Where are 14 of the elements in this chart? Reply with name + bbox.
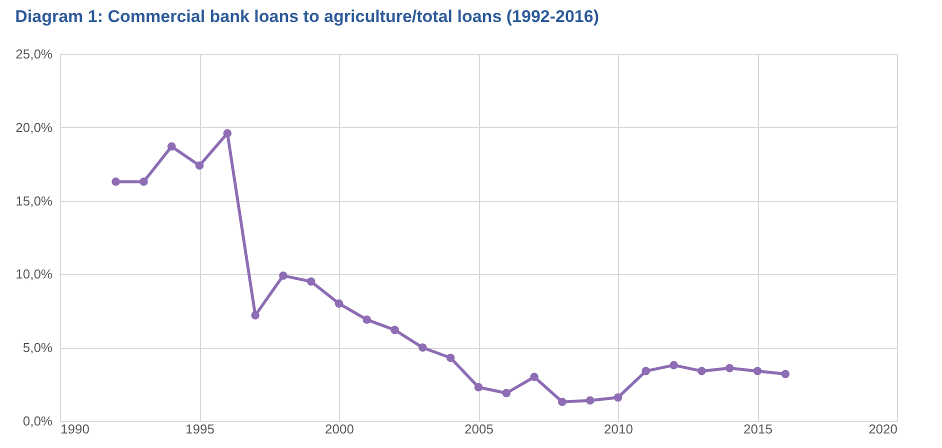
y-tick-label: 15,0% <box>16 193 53 208</box>
x-tick-label: 1990 <box>60 422 90 436</box>
y-tick-label: 25,0% <box>16 46 53 62</box>
x-tick-label: 2020 <box>868 422 898 436</box>
x-tick-label: 2000 <box>325 422 354 436</box>
y-tick-label: 0,0% <box>22 414 53 428</box>
chart-title: Diagram 1: Commercial bank loans to agriculture/total loans (1992-2016) <box>15 7 599 26</box>
y-tick-label: 20,0% <box>16 120 53 135</box>
y-tick-label: 5,0% <box>22 340 53 356</box>
x-tick-label: 1995 <box>186 422 214 436</box>
x-tick-label: 2005 <box>464 422 494 436</box>
x-tick-label: 2015 <box>744 422 772 436</box>
y-tick-label: 10,0% <box>16 266 53 282</box>
x-tick-label: 2010 <box>604 422 633 436</box>
